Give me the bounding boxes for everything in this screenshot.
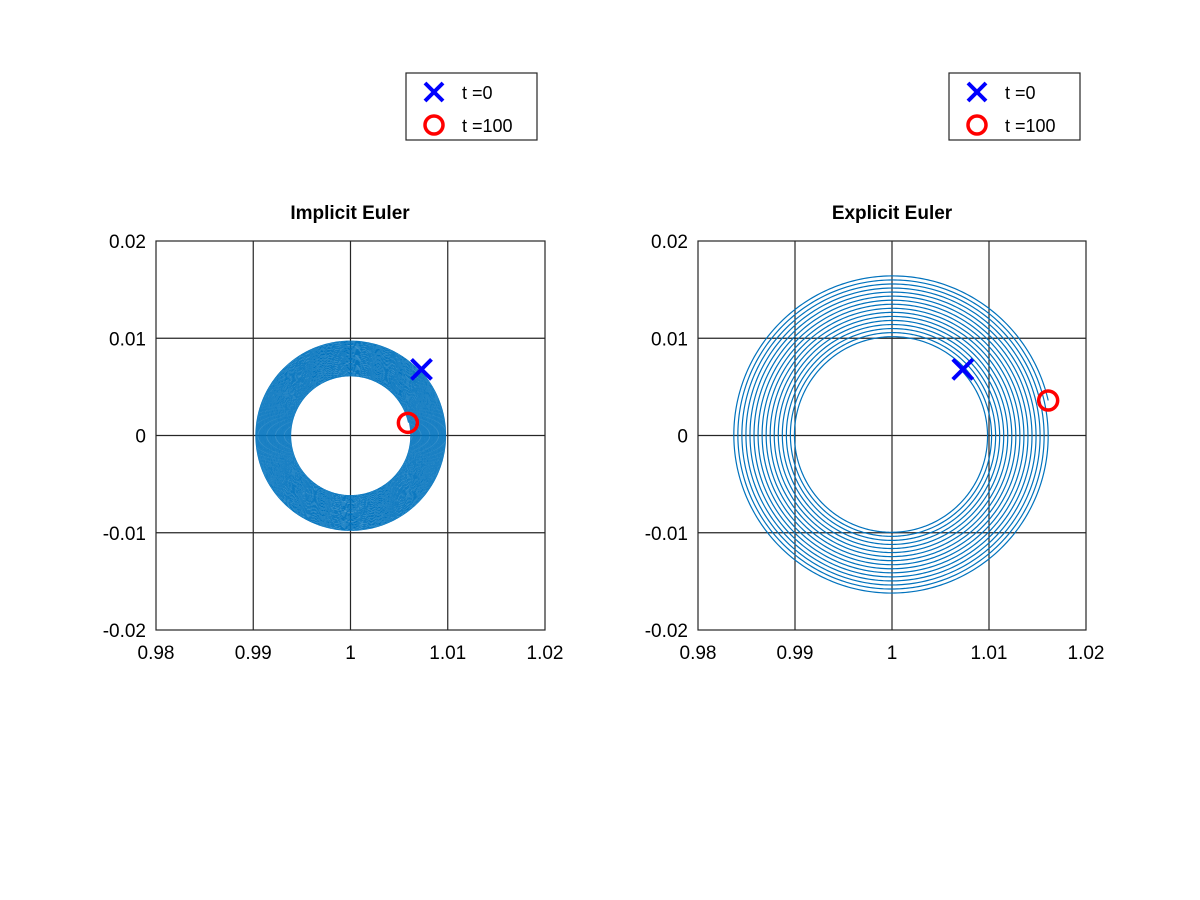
implicit-euler-plot: Implicit Euler 0.98 0.99 1 1.01 1.02 -0.02-0…	[103, 72, 564, 664]
start-marker	[951, 357, 975, 381]
y-tick-label: 0.01	[651, 329, 688, 350]
y-tick-label: -0.02	[103, 621, 146, 642]
plot-title-implicit-euler: Implicit Euler	[290, 203, 410, 224]
y-tick-label: -0.01	[645, 524, 688, 545]
x-tick-label: 0.98	[138, 643, 175, 664]
y-tick-label: 0.01	[109, 329, 146, 350]
trajectory-layer	[255, 340, 447, 531]
legend-label-start: t =0	[462, 83, 493, 103]
legend-marker-end	[423, 114, 445, 136]
x-tick-label: 1.01	[971, 643, 1008, 664]
plot-title-explicit-euler: Explicit Euler	[832, 203, 953, 224]
trajectory-spiral	[255, 340, 447, 531]
x-tick-label: 1	[887, 643, 898, 664]
x-tick-labels: 0.98 0.99 1 1.01 1.02	[680, 643, 1105, 664]
y-tick-label: 0.02	[651, 232, 688, 253]
start-marker	[410, 357, 433, 381]
legend-marker-start	[423, 81, 445, 103]
markers	[951, 357, 1060, 412]
x-tick-label: 0.98	[680, 643, 717, 664]
y-tick-label: 0	[677, 427, 688, 448]
y-tick-label: -0.02	[645, 621, 688, 642]
x-tick-label: 0.99	[235, 643, 272, 664]
end-marker	[396, 411, 420, 435]
x-tick-label: 1.02	[1068, 643, 1105, 664]
end-marker	[1036, 389, 1060, 412]
x-tick-label: 0.99	[777, 643, 814, 664]
explicit-euler-plot: Explicit Euler 0.98 0.99 1 1.01 1.02 -0.02-0…	[645, 72, 1105, 664]
axes-box	[697, 240, 1087, 631]
axes-box	[155, 240, 546, 631]
x-tick-label: 1.02	[527, 643, 564, 664]
legend: t =0 t =100	[405, 72, 538, 141]
legend-label-end: t =100	[1005, 116, 1056, 136]
x-tick-label: 1.01	[429, 643, 466, 664]
y-tick-label: 0	[135, 427, 146, 448]
legend-label-end: t =100	[462, 116, 513, 136]
grid-lines	[156, 241, 545, 630]
y-tick-labels: -0.02 -0.01 0 0.01 0.02	[103, 232, 146, 642]
x-tick-labels: 0.98 0.99 1 1.01 1.02	[138, 643, 564, 664]
y-tick-label: 0.02	[109, 232, 146, 253]
y-tick-labels: -0.02 -0.01 0 0.01 0.02	[645, 232, 688, 642]
x-tick-label: 1	[345, 643, 356, 664]
trajectory-spiral	[733, 275, 1049, 594]
legend: t =0 t =100	[948, 72, 1081, 141]
legend-marker-end	[966, 114, 988, 136]
y-tick-label: -0.01	[103, 524, 146, 545]
trajectory-layer	[733, 275, 1049, 594]
markers	[396, 357, 433, 435]
legend-label-start: t =0	[1005, 83, 1036, 103]
legend-marker-start	[966, 81, 988, 103]
